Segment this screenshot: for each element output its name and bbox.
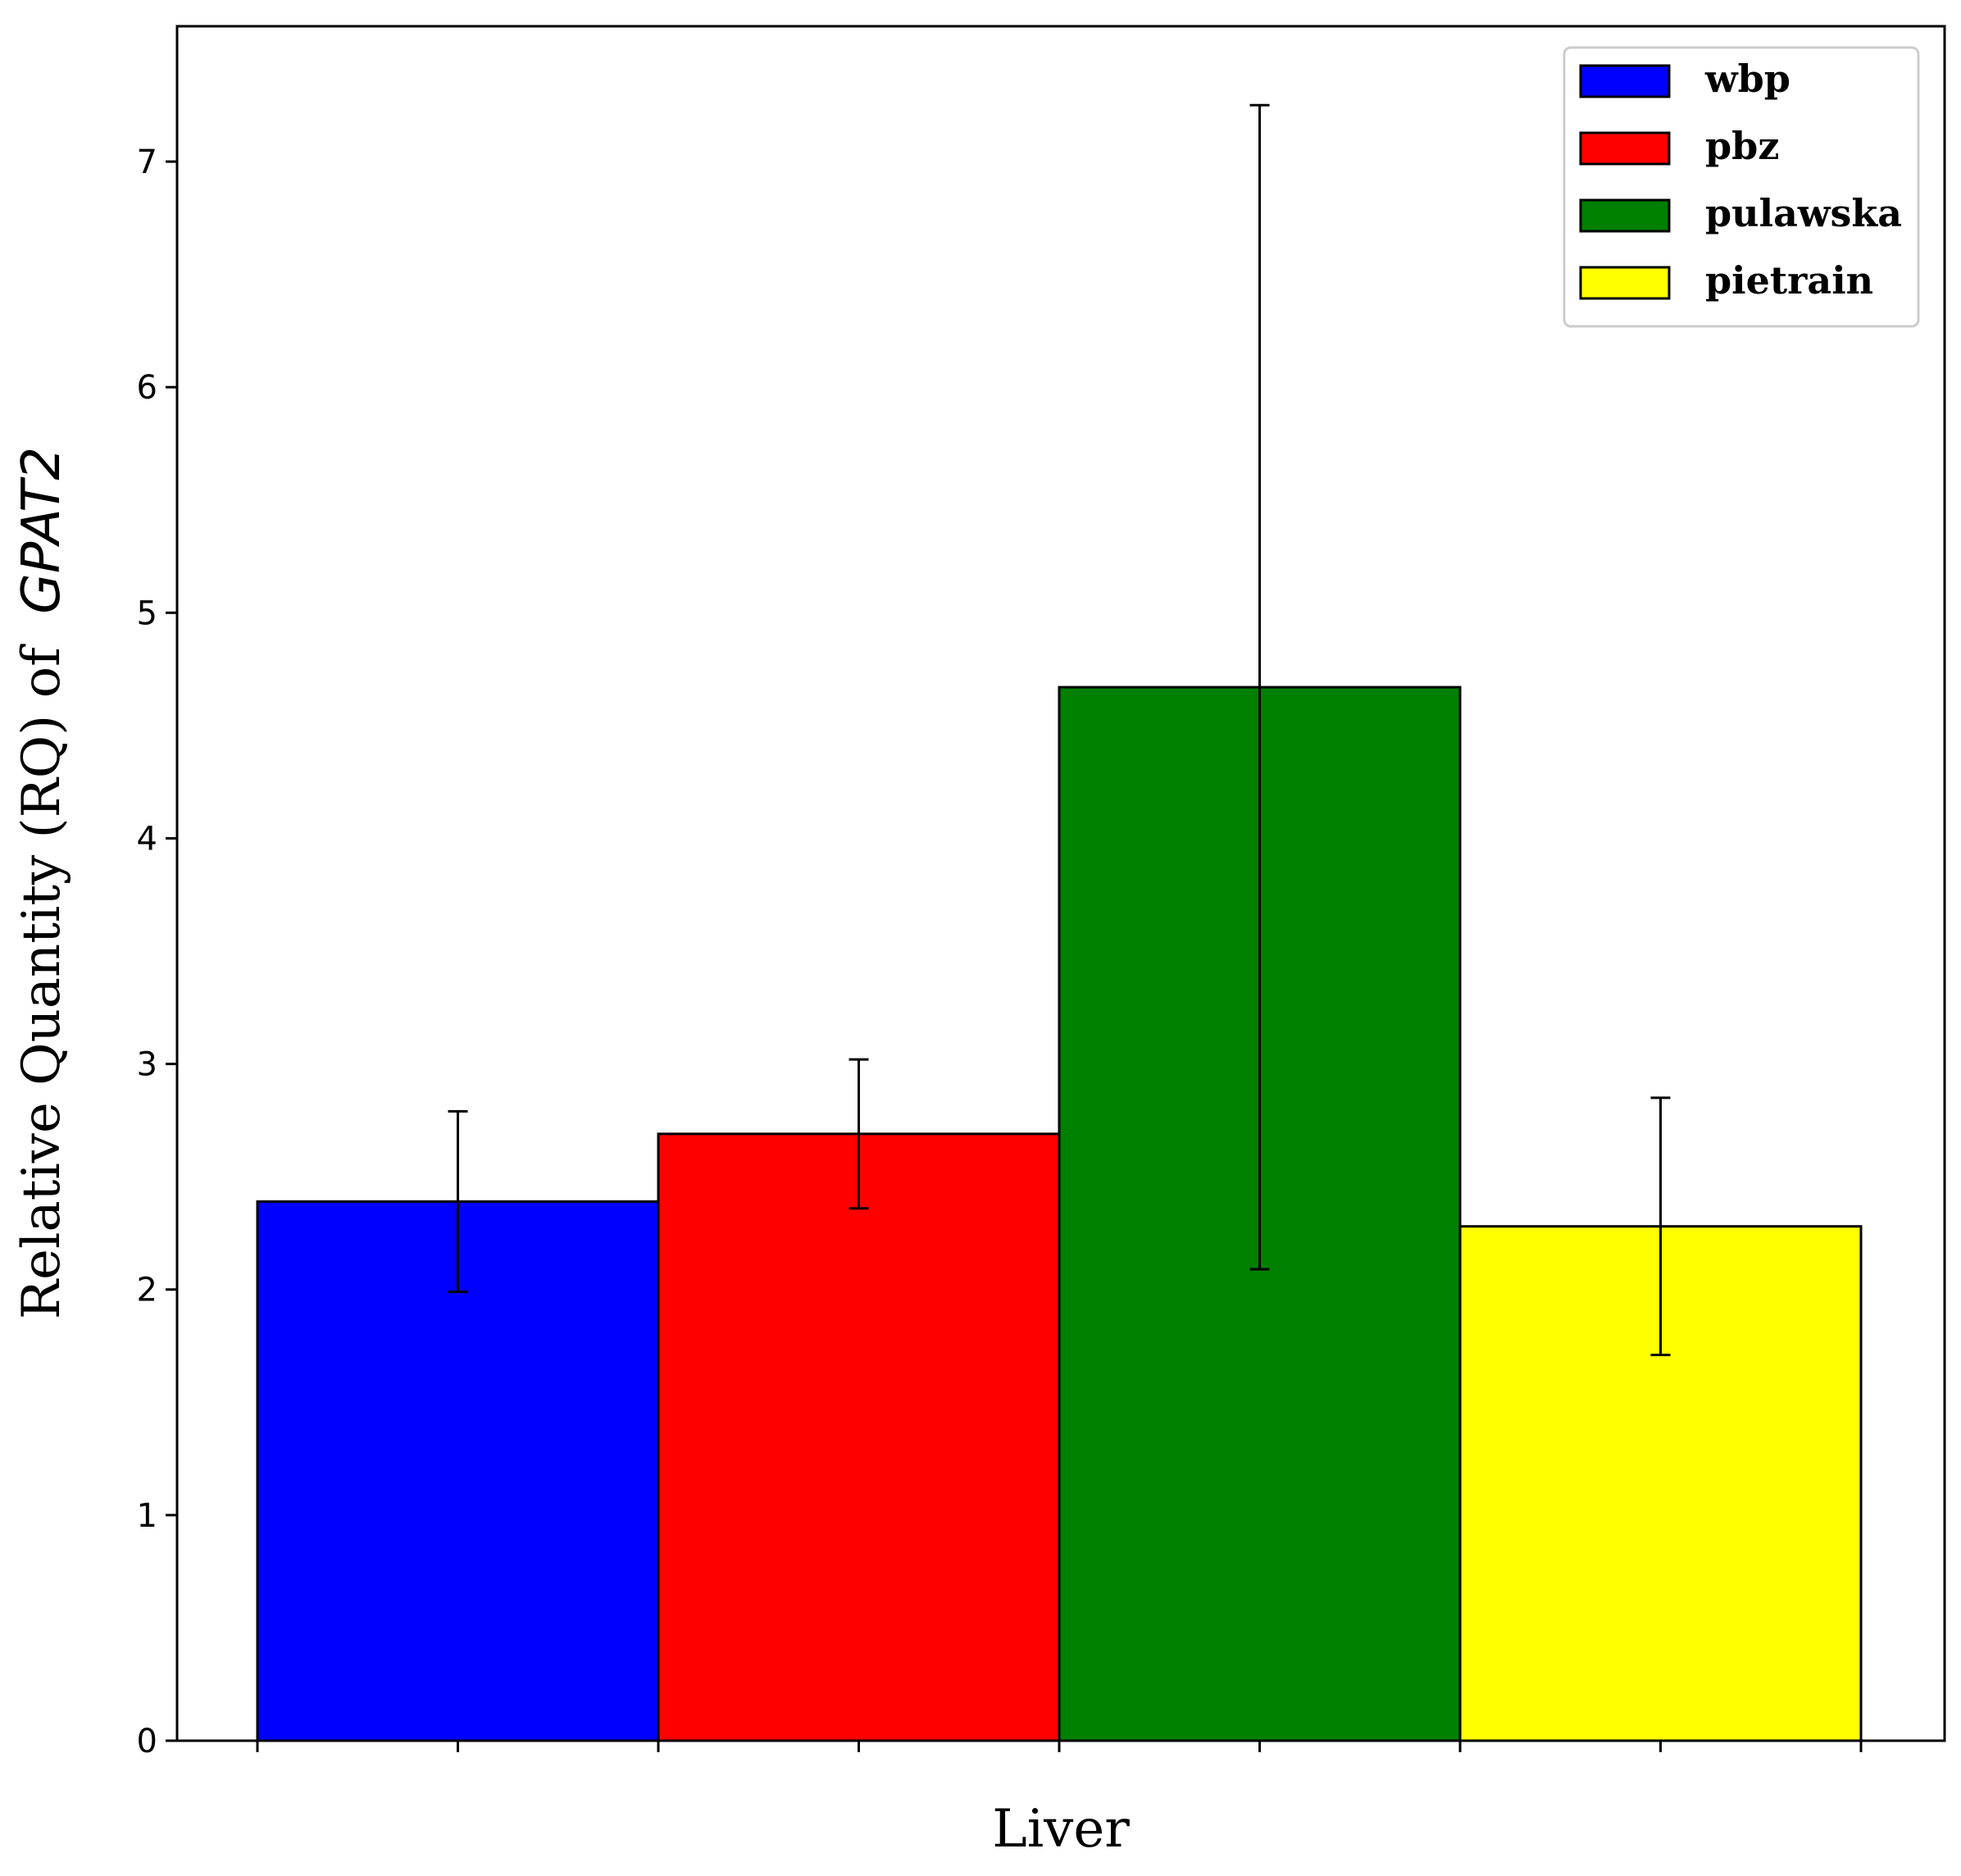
y-tick-label: 6 [137,369,157,407]
legend-label-pulawska: pulawska [1705,191,1902,235]
y-tick-label: 5 [137,594,157,632]
y-tick-label: 3 [137,1046,157,1084]
x-axis [256,1741,1863,1752]
y-tick-label: 4 [137,820,157,858]
legend-swatch-wbp [1579,64,1671,98]
error-bars-group [448,103,1671,1357]
y-tick-label: 0 [137,1723,157,1760]
plot-frame [175,25,1946,1742]
y-tick-label: 1 [137,1497,157,1535]
y-axis-title-gene: GPAT2 [11,447,72,614]
legend-swatch-pulawska [1579,198,1671,233]
y-tick-label: 7 [137,143,157,181]
legend: wbp pbz pulawska pietrain [1563,46,1920,328]
legend-swatch-pbz [1579,131,1671,166]
bar-pbz [657,1132,1061,1742]
legend-frame [1563,46,1920,328]
legend-label-wbp: wbp [1704,57,1790,101]
bars-group [256,685,1863,1742]
y-axis: 0 1 2 3 4 5 6 7 [137,143,177,1760]
y-axis-title: Relative Quantity (RQ) of GPAT2 [11,447,72,1319]
legend-label-pbz: pbz [1705,124,1779,168]
legend-swatch-pietrain [1579,266,1671,300]
y-tick-label: 2 [137,1272,157,1309]
legend-label-pietrain: pietrain [1705,258,1873,303]
x-axis-title: Liver [992,1799,1130,1860]
y-axis-title-text: Relative Quantity (RQ) of [11,644,72,1319]
